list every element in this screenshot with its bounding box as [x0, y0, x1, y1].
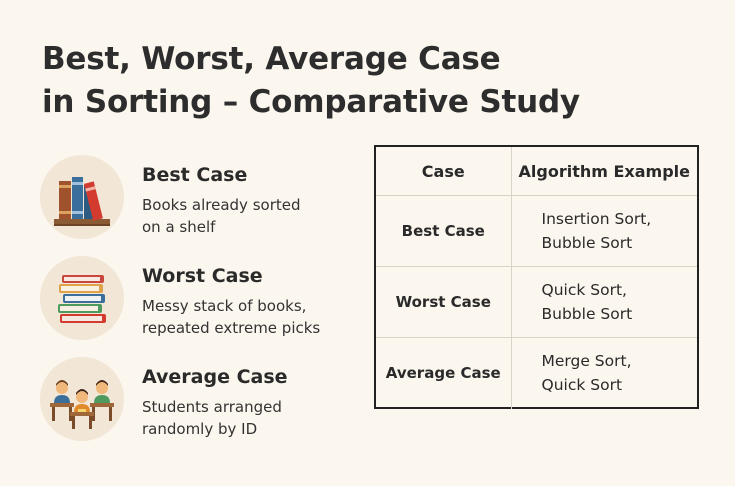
- best-case-item: Best Case Books already sorted on a shel…: [40, 152, 360, 239]
- table-row: Worst Case Quick Sort, Bubble Sort: [376, 266, 697, 338]
- table-row: Best Case Insertion Sort, Bubble Sort: [376, 195, 697, 267]
- algorithm-cell-average: Merge Sort, Quick Sort: [510, 337, 697, 409]
- algorithm-cell-best: Insertion Sort, Bubble Sort: [510, 195, 697, 267]
- table-header-row: Case Algorithm Example: [376, 147, 697, 196]
- column-header-case: Case: [376, 147, 512, 196]
- case-cell-best: Best Case: [376, 195, 512, 267]
- case-cell-worst: Worst Case: [376, 266, 512, 338]
- average-case-desc-line-2: randomly by ID: [142, 420, 258, 438]
- worst-case-desc-line-1: Messy stack of books,: [142, 297, 307, 315]
- worst-case-heading: Worst Case: [142, 265, 263, 287]
- best-case-description: Books already sorted on a shelf: [142, 194, 301, 238]
- best-case-heading: Best Case: [142, 164, 248, 186]
- case-cell-average: Average Case: [376, 337, 512, 409]
- title-line-2: in Sorting – Comparative Study: [42, 84, 580, 120]
- comparison-table: Case Algorithm Example Best Case Inserti…: [374, 145, 699, 409]
- algorithm-line: Insertion Sort,: [541, 210, 652, 228]
- algorithm-line: Quick Sort,: [541, 281, 627, 299]
- worst-case-description: Messy stack of books, repeated extreme p…: [142, 295, 320, 339]
- table-row: Average Case Merge Sort, Quick Sort: [376, 337, 697, 409]
- algorithm-line: Bubble Sort: [541, 234, 633, 252]
- best-case-desc-line-1: Books already sorted: [142, 196, 301, 214]
- column-header-algorithm: Algorithm Example: [510, 147, 697, 196]
- algorithm-cell-worst: Quick Sort, Bubble Sort: [510, 266, 697, 338]
- books-on-shelf-icon: [40, 155, 124, 239]
- title-line-1: Best, Worst, Average Case: [42, 41, 501, 77]
- average-case-desc-line-1: Students arranged: [142, 398, 282, 416]
- stack-of-books-icon: [40, 256, 124, 340]
- students-at-desks-icon: [40, 357, 124, 441]
- average-case-heading: Average Case: [142, 366, 288, 388]
- algorithm-line: Merge Sort,: [541, 352, 632, 371]
- algorithm-line: Bubble Sort: [541, 305, 633, 323]
- average-case-description: Students arranged randomly by ID: [142, 396, 282, 440]
- worst-case-desc-line-2: repeated extreme picks: [142, 319, 321, 337]
- best-case-desc-line-2: on a shelf: [142, 218, 216, 236]
- page-title: Best, Worst, Average Case in Sorting – C…: [42, 38, 662, 124]
- algorithm-line: Quick Sort: [541, 376, 623, 395]
- average-case-item: Average Case Students arranged randomly …: [40, 354, 360, 441]
- worst-case-item: Worst Case Messy stack of books, repeate…: [40, 253, 360, 340]
